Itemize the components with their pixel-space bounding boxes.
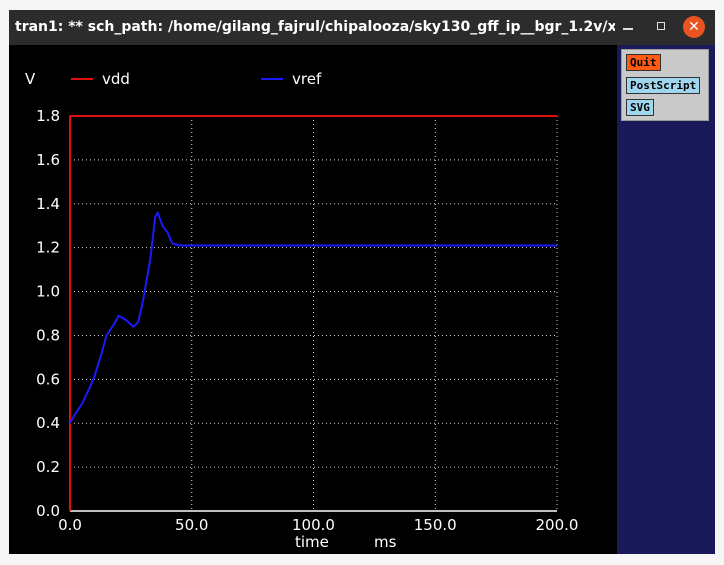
close-button[interactable]: ✕ bbox=[683, 16, 705, 38]
x-axis-unit: ms bbox=[374, 533, 397, 551]
close-icon: ✕ bbox=[688, 19, 700, 35]
legend-label-vdd: vdd bbox=[102, 70, 130, 88]
y-tick-label: 0.6 bbox=[36, 370, 60, 388]
y-tick-label: 1.8 bbox=[36, 107, 60, 125]
minimize-icon bbox=[623, 28, 633, 30]
y-tick-label: 1.0 bbox=[36, 283, 60, 301]
x-tick-label: 0.0 bbox=[58, 516, 82, 534]
y-axis-label: V bbox=[25, 70, 36, 88]
title-bar[interactable]: tran1: ** sch_path: /home/gilang_fajrul/… bbox=[9, 10, 715, 45]
minimize-button[interactable] bbox=[617, 16, 639, 38]
svg-button[interactable]: SVG bbox=[626, 99, 654, 116]
y-tick-label: 1.2 bbox=[36, 239, 60, 257]
postscript-button[interactable]: PostScript bbox=[626, 77, 701, 94]
side-panel: Quit PostScript SVG bbox=[617, 45, 715, 554]
maximize-button[interactable] bbox=[651, 16, 673, 38]
legend-label-vref: vref bbox=[292, 70, 322, 88]
y-tick-label: 0.8 bbox=[36, 326, 60, 344]
quit-button[interactable]: Quit bbox=[626, 54, 661, 71]
y-tick-label: 0.4 bbox=[36, 414, 60, 432]
waveform-chart: 0.0 50.0 100.0 150.0 200.0 0.0 0.2 0.4 0.6 0.8 1.0… bbox=[25, 70, 579, 551]
x-tick-label: 200.0 bbox=[536, 516, 579, 534]
window-title: tran1: ** sch_path: /home/gilang_fajrul/… bbox=[15, 19, 615, 35]
series-line-vdd bbox=[69, 115, 557, 511]
button-group: Quit PostScript SVG bbox=[621, 49, 709, 121]
x-tick-label: 50.0 bbox=[175, 516, 208, 534]
x-tick-label: 150.0 bbox=[414, 516, 457, 534]
y-tick-label: 1.6 bbox=[36, 151, 60, 169]
waveform-window: tran1: ** sch_path: /home/gilang_fajrul/… bbox=[9, 10, 715, 554]
x-axis-label: time bbox=[295, 533, 329, 551]
y-tick-label: 0.0 bbox=[36, 502, 60, 520]
series-line-vref bbox=[69, 211, 557, 424]
y-tick-label: 1.4 bbox=[36, 195, 60, 213]
plot-area[interactable]: 0.0 50.0 100.0 150.0 200.0 0.0 0.2 0.4 0.6 0.8 1.0… bbox=[9, 45, 617, 554]
y-tick-label: 0.2 bbox=[36, 458, 60, 476]
x-tick-label: 100.0 bbox=[292, 516, 335, 534]
maximize-icon bbox=[657, 22, 665, 30]
